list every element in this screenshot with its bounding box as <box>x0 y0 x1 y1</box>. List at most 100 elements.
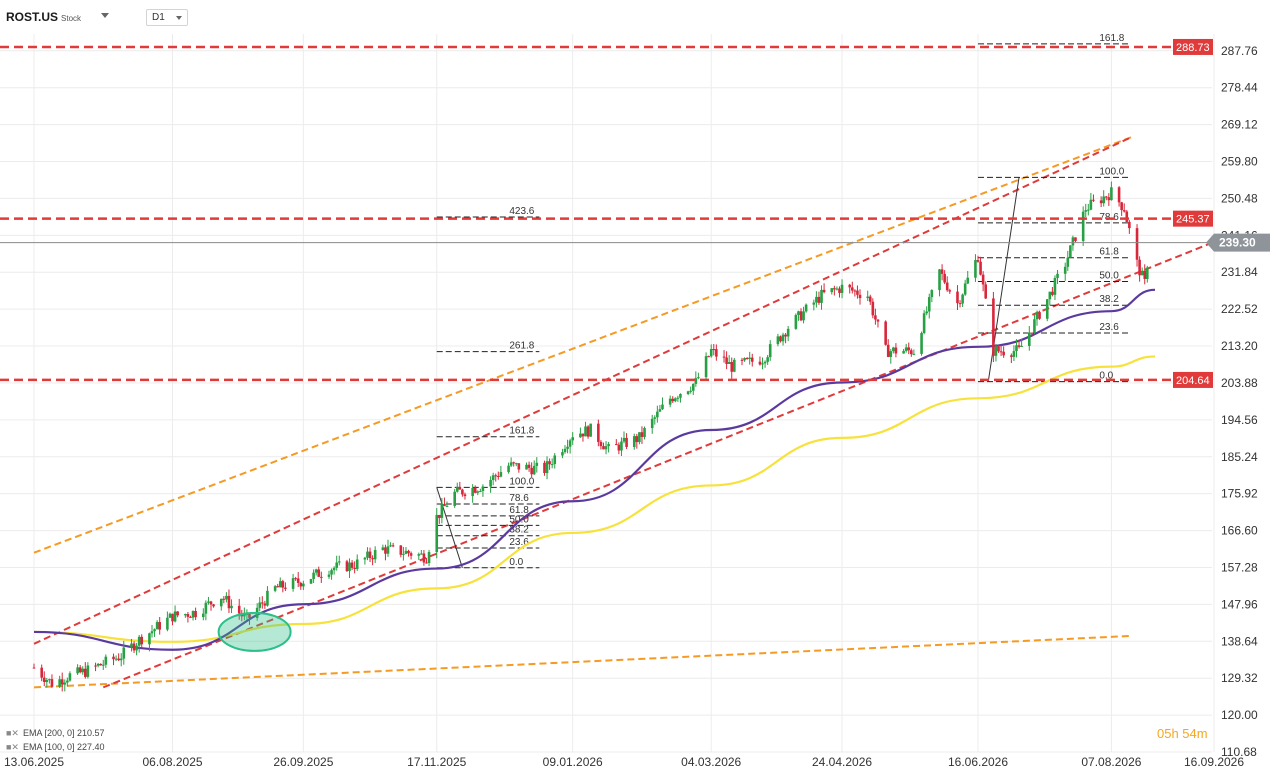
candle-body <box>171 613 174 622</box>
candle-body <box>851 287 854 291</box>
candle-body <box>979 261 982 275</box>
level-badge-label: 245.37 <box>1176 214 1210 226</box>
candle-body <box>420 553 423 555</box>
candle-body <box>119 658 123 661</box>
candle-body <box>784 334 787 337</box>
candle-body <box>320 576 323 578</box>
candle-body <box>535 462 539 466</box>
candle-body <box>204 602 208 614</box>
candle-body <box>586 426 590 437</box>
candle-body <box>709 349 713 357</box>
candle-body <box>132 643 136 651</box>
candle-body <box>871 301 875 316</box>
candle-body <box>94 665 97 667</box>
candle-body <box>1020 345 1023 347</box>
y-tick-label: 110.68 <box>1221 745 1257 759</box>
candle-body <box>463 494 467 497</box>
candle-body <box>640 432 644 437</box>
candle-body <box>509 462 513 466</box>
remove-indicator-icon[interactable]: ■✕ <box>6 742 19 752</box>
candle-body <box>368 551 372 559</box>
candle-body <box>532 465 536 475</box>
candle-body <box>1069 245 1072 258</box>
channel-line <box>33 136 1133 645</box>
candle-body <box>781 334 785 342</box>
candle-body <box>1110 187 1113 201</box>
candle-body <box>194 611 197 618</box>
candle-body <box>1140 270 1144 276</box>
candle-body <box>945 282 949 291</box>
candle-body <box>525 464 528 470</box>
fib-left-level-label: 161.8 <box>509 426 534 437</box>
candle-body <box>479 491 482 493</box>
candle-body <box>1104 196 1108 198</box>
candle-body <box>425 562 428 564</box>
y-tick-label: 250.48 <box>1221 191 1258 205</box>
candle-body <box>168 613 172 618</box>
fib-left-level-label: 100.0 <box>509 476 534 487</box>
timeframe-select[interactable]: D1 <box>146 9 188 26</box>
candle-body <box>674 398 677 402</box>
candle-body <box>786 328 790 337</box>
candle-body <box>435 514 439 553</box>
fib-right-level-label: 38.2 <box>1099 294 1119 305</box>
candle-body <box>384 547 387 554</box>
candle-body <box>563 448 567 453</box>
candle-body <box>904 347 908 351</box>
fib-right-level-label: 78.6 <box>1099 212 1119 223</box>
candle-body <box>817 296 821 303</box>
candle-body <box>745 358 749 360</box>
candle-body <box>568 440 572 447</box>
candle-body <box>584 426 587 437</box>
symbol-dropdown-icon[interactable] <box>101 13 109 18</box>
candle-body <box>422 553 426 563</box>
symbol-label[interactable]: ROST.US Stock <box>6 10 82 24</box>
candle-body <box>407 550 410 554</box>
x-tick-label: 06.08.2025 <box>142 755 202 769</box>
candle-body <box>1138 259 1141 276</box>
x-tick-label: 04.03.2026 <box>681 755 741 769</box>
remove-indicator-icon[interactable]: ■✕ <box>6 728 19 738</box>
level-badge <box>1173 38 1213 55</box>
candle-body <box>363 557 367 560</box>
candle-body <box>1089 199 1093 210</box>
candle-body <box>1125 211 1129 222</box>
candle-body <box>417 554 421 556</box>
candle-body <box>481 486 485 492</box>
candle-body <box>566 446 569 449</box>
legend-ema-200: ■✕ EMA [200, 0] 210.57 <box>6 728 105 738</box>
candle-body <box>68 673 72 681</box>
y-tick-label: 194.56 <box>1221 413 1258 427</box>
candle-body <box>997 346 1000 352</box>
candle-body <box>476 491 480 493</box>
candle-body <box>314 569 318 573</box>
candle-body <box>543 462 546 474</box>
candle-body <box>727 362 731 364</box>
y-tick-label: 231.84 <box>1221 265 1258 279</box>
fib-right-level-label: 61.8 <box>1099 247 1119 258</box>
candle-body <box>571 437 574 441</box>
candle-body <box>656 411 659 418</box>
candle-body <box>327 574 331 577</box>
candle-body <box>948 290 952 292</box>
x-tick-label: 24.04.2026 <box>812 755 872 769</box>
candle-body <box>443 504 446 507</box>
candle-body <box>1084 210 1088 212</box>
candlesticks <box>32 181 1149 692</box>
fib-left-level-label: 423.6 <box>509 206 534 217</box>
candle-body <box>958 303 962 305</box>
candle-body <box>273 586 277 591</box>
candle-body <box>158 622 161 630</box>
candle-body <box>166 617 169 630</box>
y-tick-label: 269.12 <box>1221 118 1258 132</box>
candle-body <box>330 570 333 575</box>
candle-body <box>276 586 279 588</box>
candle-body <box>815 296 818 303</box>
candle-body <box>966 277 970 284</box>
candle-body <box>748 357 751 359</box>
candle-body <box>725 357 728 364</box>
y-tick-label: 175.92 <box>1221 487 1258 501</box>
candle-body <box>653 417 657 419</box>
candle-body <box>768 344 772 358</box>
